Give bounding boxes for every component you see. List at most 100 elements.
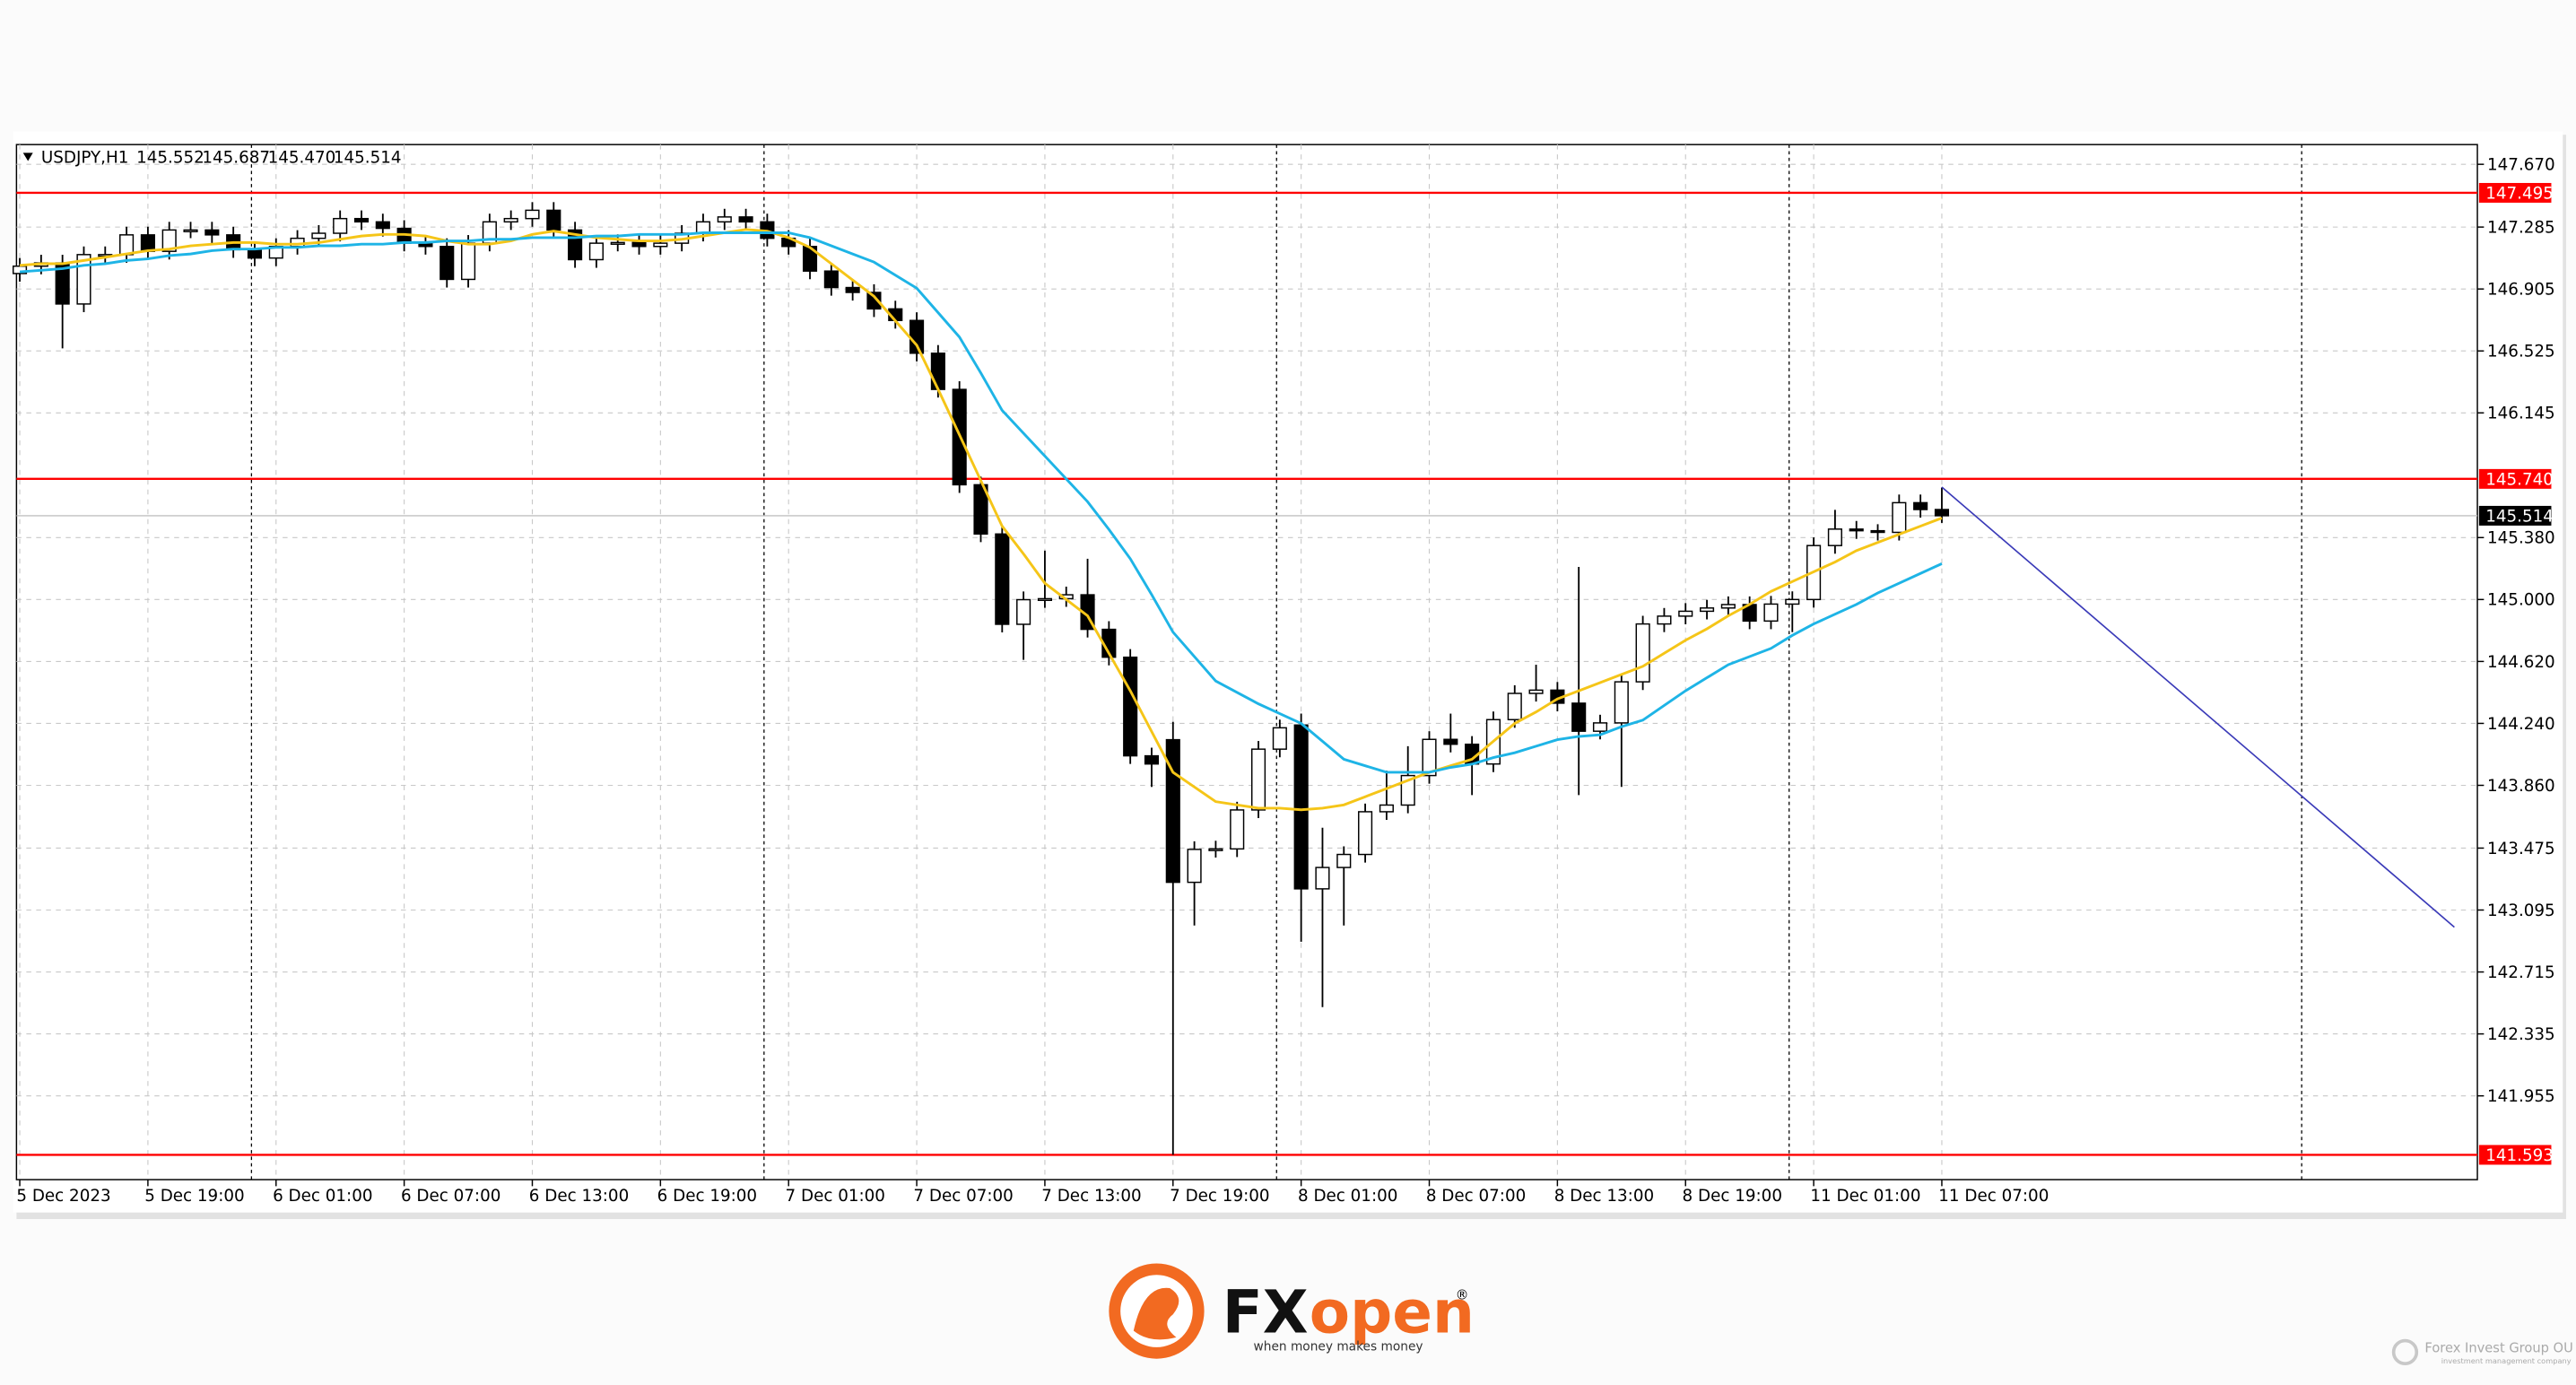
candle-body <box>1913 501 1928 510</box>
brand-open: open <box>1310 1277 1475 1346</box>
current-price-box <box>2478 505 2552 526</box>
candle-body <box>375 221 390 230</box>
candle-body <box>1571 702 1587 732</box>
y-tick-label: 147.285 <box>2487 219 2555 238</box>
candle-body <box>1144 754 1160 765</box>
moving-average <box>19 231 1943 774</box>
candle-body <box>1657 615 1672 625</box>
candle-body <box>1208 848 1223 851</box>
candle-body <box>823 270 839 289</box>
x-tick-label: 6 Dec 13:00 <box>529 1187 629 1206</box>
candle-body <box>1528 689 1544 694</box>
candle-body <box>1785 598 1800 605</box>
candle-body <box>995 533 1010 625</box>
candle-body <box>1293 724 1309 890</box>
y-tick-label: 145.380 <box>2487 529 2555 548</box>
y-tick-label: 142.335 <box>2487 1025 2555 1044</box>
plot <box>12 144 2478 1180</box>
x-tick-label: 7 Dec 01:00 <box>786 1187 885 1206</box>
symbol: USDJPY,H1 <box>41 148 129 167</box>
y-tick-label: 143.475 <box>2487 840 2555 858</box>
x-tick-label: 11 Dec 01:00 <box>1810 1187 1920 1206</box>
x-tick-label: 5 Dec 19:00 <box>144 1187 244 1206</box>
candle-body <box>1272 727 1287 750</box>
candle-body <box>503 217 518 223</box>
x-tick-label: 11 Dec 07:00 <box>1938 1187 2049 1206</box>
candle-body <box>930 353 945 390</box>
y-tick-label: 143.095 <box>2487 902 2555 920</box>
header-open: 145.552 <box>136 148 205 167</box>
candle-body <box>717 216 732 223</box>
candle-body <box>1123 656 1138 757</box>
candle-body <box>845 286 860 293</box>
header-high: 145.687 <box>202 148 270 167</box>
candle-body <box>12 266 28 274</box>
candle-body <box>1892 501 1907 534</box>
candle-body <box>588 242 604 261</box>
candle-body <box>653 242 668 248</box>
y-tick-label: 144.240 <box>2487 715 2555 734</box>
candle-body <box>1358 811 1373 856</box>
candle-body <box>973 483 988 536</box>
y-tick-label: 146.905 <box>2487 281 2555 300</box>
candle-body <box>1037 597 1052 601</box>
company-sub: investment management company <box>2441 1356 2572 1365</box>
candle-body <box>311 232 326 240</box>
candle-body <box>1720 604 1736 609</box>
candle-body <box>1678 610 1693 617</box>
candle-body <box>183 229 198 232</box>
candle-body <box>1827 528 1842 546</box>
candle-body <box>1849 528 1864 532</box>
x-tick-label: 6 Dec 01:00 <box>273 1187 372 1206</box>
candle-body <box>1230 809 1245 850</box>
candle-body <box>1763 603 1779 623</box>
company-name: Forex Invest Group OU <box>2424 1340 2572 1355</box>
y-tick-label: 147.670 <box>2487 156 2555 175</box>
header-low: 145.470 <box>268 148 336 167</box>
candle-body <box>1336 853 1352 868</box>
company-icon <box>2391 1338 2419 1366</box>
candle-body <box>1016 598 1031 625</box>
x-tick-label: 6 Dec 07:00 <box>401 1187 500 1206</box>
y-tick-label: 146.145 <box>2487 405 2555 423</box>
current-price-label: 145.514 <box>2485 507 2554 526</box>
candle-body <box>1443 738 1458 745</box>
candle-body <box>525 209 540 220</box>
candle-body <box>866 292 882 310</box>
candle-body <box>460 242 476 281</box>
candle-body <box>161 229 177 252</box>
candle-body <box>247 248 263 259</box>
dropdown-icon <box>22 152 33 161</box>
candle-body <box>1934 509 1950 517</box>
candle-body <box>1250 748 1266 811</box>
brand-slogan: when money makes money <box>1254 1340 1423 1355</box>
x-tick-label: 8 Dec 01:00 <box>1298 1187 1397 1206</box>
chart-frame <box>13 131 2563 1213</box>
y-tick-label: 146.525 <box>2487 343 2555 361</box>
logo-dragon <box>1133 1287 1179 1340</box>
y-tick-label: 141.955 <box>2487 1087 2555 1106</box>
candle-body <box>546 209 561 231</box>
candle-body <box>738 216 753 223</box>
x-tick-label: 6 Dec 19:00 <box>657 1187 757 1206</box>
brand-registered: ® <box>1456 1288 1469 1303</box>
level-label-box <box>2478 182 2552 203</box>
candle-body <box>140 234 155 252</box>
candle-body <box>439 246 455 281</box>
x-tick-label: 5 Dec 2023 <box>16 1187 110 1206</box>
x-tick-label: 8 Dec 19:00 <box>1683 1187 1782 1206</box>
x-tick-label: 7 Dec 19:00 <box>1170 1187 1269 1206</box>
candle-body <box>1507 692 1522 720</box>
candle-body <box>1422 738 1437 777</box>
candle-body <box>119 234 135 256</box>
candle-body <box>1870 529 1885 534</box>
candle-body <box>1614 681 1629 724</box>
x-tick-label: 8 Dec 07:00 <box>1426 1187 1526 1206</box>
y-tick-label: 142.715 <box>2487 963 2555 982</box>
candle-body <box>1187 849 1202 884</box>
candle-body <box>333 217 348 234</box>
y-tick-label: 145.000 <box>2487 591 2555 610</box>
header-close: 145.514 <box>334 148 402 167</box>
level-label-box <box>2478 1145 2552 1165</box>
